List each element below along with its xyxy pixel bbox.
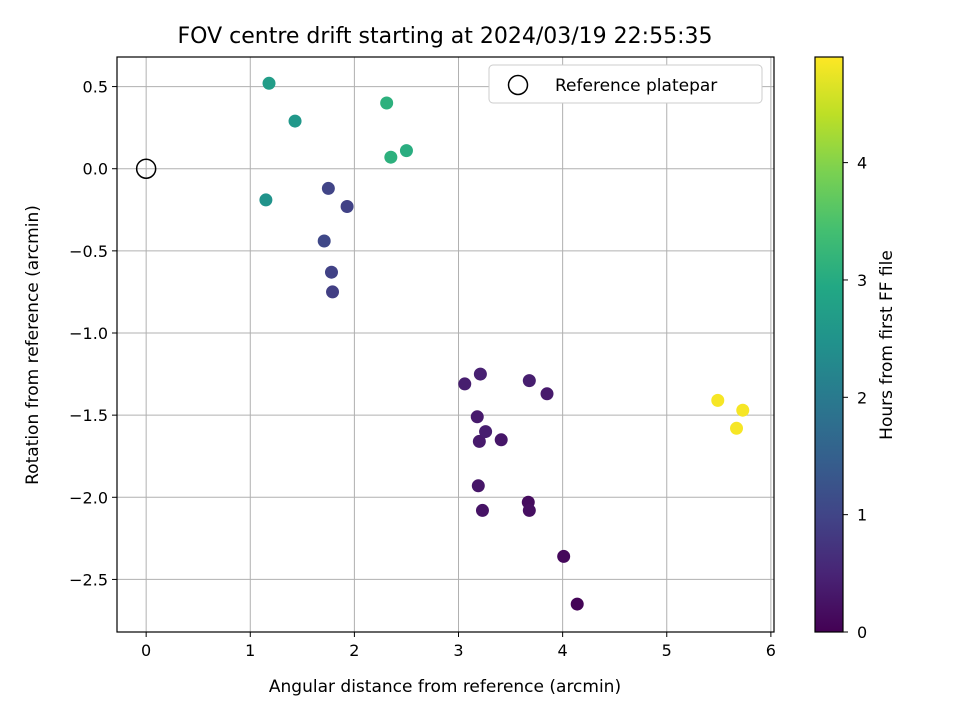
data-point (317, 234, 331, 248)
data-point (557, 549, 571, 563)
y-tick-label: −2.5 (69, 570, 108, 589)
colorbar-tick-label: 1 (857, 506, 867, 525)
x-axis: 0 1 2 3 4 5 6 (141, 632, 776, 660)
colorbar: 0 1 2 3 4 Hours from first FF file (814, 56, 897, 642)
y-tick-label: 0.5 (83, 78, 108, 97)
data-point (380, 96, 394, 110)
data-point (711, 393, 725, 407)
colorbar-gradient (814, 56, 844, 633)
x-tick-label: 3 (453, 641, 463, 660)
data-point (570, 597, 584, 611)
colorbar-tick-label: 3 (857, 271, 867, 290)
data-point (470, 410, 484, 424)
x-tick-label: 5 (662, 641, 672, 660)
data-point (384, 150, 398, 164)
data-points (135, 76, 750, 611)
legend: Reference platepar (488, 64, 763, 104)
data-point (262, 76, 276, 90)
data-point (458, 377, 472, 391)
data-point (326, 285, 340, 299)
data-point (472, 434, 486, 448)
y-tick-label: −1.0 (69, 324, 108, 343)
colorbar-tick-label: 2 (857, 388, 867, 407)
reference-platepar-marker (135, 158, 157, 179)
data-point (730, 421, 744, 435)
data-point (540, 387, 554, 401)
data-point (494, 433, 508, 447)
data-point (324, 265, 338, 279)
grid (117, 57, 774, 632)
y-tick-label: −2.0 (69, 488, 108, 507)
y-axis-label: Rotation from reference (arcmin) (23, 205, 43, 485)
colorbar-tick-label: 4 (857, 154, 867, 173)
data-point (522, 374, 536, 388)
colorbar-ticks: 0 1 2 3 4 (843, 154, 867, 642)
legend-label: Reference platepar (555, 76, 717, 96)
data-point (288, 114, 302, 128)
legend-reference-marker (507, 74, 529, 96)
data-point (475, 503, 489, 517)
data-point (473, 367, 487, 381)
data-point (522, 503, 536, 517)
y-axis: 0.5 0.0 −0.5 −1.0 −1.5 −2.0 −2.5 (69, 78, 117, 589)
plot-frame (116, 56, 775, 633)
data-point (479, 425, 493, 439)
colorbar-label: Hours from first FF file (877, 250, 897, 440)
x-tick-label: 6 (766, 641, 776, 660)
colorbar-tick-label: 0 (857, 623, 867, 642)
x-tick-label: 4 (558, 641, 568, 660)
y-tick-label: −1.5 (69, 406, 108, 425)
data-point (259, 193, 273, 207)
y-tick-label: 0.0 (83, 160, 108, 179)
data-point (399, 144, 413, 158)
x-axis-label: Angular distance from reference (arcmin) (269, 677, 621, 697)
data-point (340, 200, 354, 213)
x-tick-label: 2 (349, 641, 359, 660)
chart-title: FOV centre drift starting at 2024/03/19 … (178, 24, 713, 49)
x-tick-label: 0 (141, 641, 151, 660)
x-tick-label: 1 (245, 641, 255, 660)
data-point (471, 479, 485, 493)
data-point (736, 403, 750, 417)
data-point (321, 181, 335, 195)
legend-box (488, 64, 763, 104)
y-tick-label: −0.5 (69, 242, 108, 261)
